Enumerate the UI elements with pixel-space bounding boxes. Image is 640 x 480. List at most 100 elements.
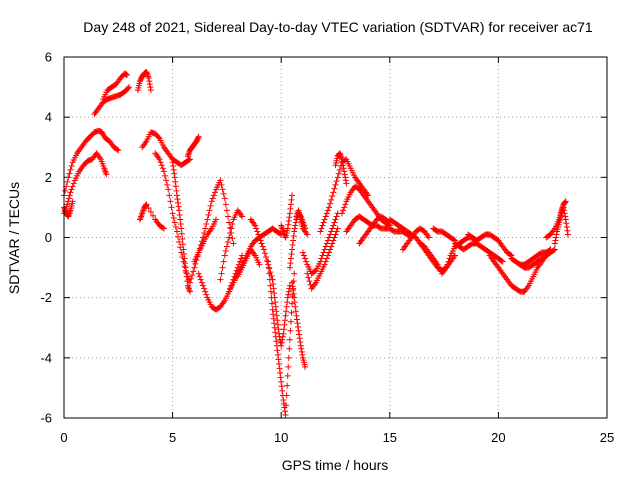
data-point	[197, 242, 204, 249]
data-point	[325, 249, 332, 256]
x-tick-label: 20	[491, 430, 505, 445]
data-point	[291, 294, 298, 301]
series-arc-25	[304, 225, 341, 292]
data-point	[425, 234, 432, 241]
series-arc-24	[299, 210, 341, 277]
data-point	[277, 374, 284, 381]
data-point	[551, 246, 558, 253]
series-arc-10	[184, 133, 202, 160]
data-point	[271, 320, 278, 327]
data-point	[278, 339, 285, 346]
data-point	[222, 248, 229, 255]
data-point	[173, 187, 180, 194]
data-point	[278, 383, 285, 390]
data-point	[340, 165, 347, 172]
data-point	[211, 189, 218, 196]
data-point	[298, 348, 305, 355]
data-point	[304, 231, 311, 238]
data-point	[287, 205, 294, 212]
data-point	[332, 231, 339, 238]
data-point	[289, 283, 296, 290]
data-point	[267, 288, 274, 295]
data-point	[284, 299, 291, 306]
data-point	[283, 308, 290, 315]
x-tick-label: 15	[383, 430, 397, 445]
data-point	[339, 210, 346, 217]
series-arc-29	[343, 213, 415, 241]
data-point	[330, 237, 337, 244]
data-point	[156, 156, 163, 163]
data-point	[561, 210, 568, 217]
data-point	[228, 225, 235, 232]
series-arc-12	[191, 177, 237, 265]
data-point	[323, 210, 330, 217]
plot-frame	[63, 56, 608, 419]
data-point	[176, 211, 183, 218]
data-point	[450, 236, 457, 243]
data-point	[342, 177, 349, 184]
data-point	[298, 345, 305, 352]
data-point	[218, 270, 225, 277]
data-point	[273, 308, 280, 315]
data-point	[166, 192, 173, 199]
data-point	[186, 156, 193, 163]
data-point	[223, 243, 230, 250]
data-point	[282, 312, 289, 319]
series-arc-2	[61, 150, 110, 217]
data-point	[285, 363, 292, 370]
data-point	[161, 172, 168, 179]
data-point	[209, 195, 216, 202]
data-point	[275, 326, 282, 333]
data-point	[328, 196, 335, 203]
data-point	[562, 213, 569, 220]
axis-ticks: 0 5 10 15 20 25 -6 -4 -2 0 2 4 6	[40, 50, 614, 446]
data-point	[288, 251, 295, 258]
data-point	[186, 288, 193, 295]
data-point	[287, 318, 294, 325]
data-point	[224, 239, 231, 246]
data-point	[181, 255, 188, 262]
data-point	[67, 166, 74, 173]
data-point	[171, 174, 178, 181]
data-point	[293, 312, 300, 319]
data-point	[273, 338, 280, 345]
data-point	[270, 315, 277, 322]
data-point	[553, 231, 560, 238]
data-point	[184, 278, 191, 285]
x-axis-label: GPS time / hours	[282, 457, 389, 473]
data-point	[341, 204, 348, 211]
data-point	[145, 205, 152, 212]
series-arc-16	[234, 246, 263, 280]
data-point	[324, 237, 331, 244]
data-point	[560, 204, 567, 211]
data-point	[157, 159, 164, 166]
data-point	[289, 192, 296, 199]
data-point	[176, 239, 183, 246]
data-point	[286, 336, 293, 343]
data-point	[65, 195, 72, 202]
data-point	[285, 291, 292, 298]
data-point	[293, 316, 300, 323]
data-point	[444, 261, 451, 268]
data-point	[188, 275, 195, 282]
series-arc-20	[278, 192, 296, 241]
series-arc-27	[332, 150, 350, 187]
data-point	[322, 213, 329, 220]
data-point	[165, 186, 172, 193]
data-point	[238, 255, 245, 262]
data-point	[68, 186, 75, 193]
data-point	[252, 222, 259, 229]
data-point	[561, 207, 568, 214]
data-point	[280, 396, 287, 403]
data-point	[266, 270, 273, 277]
data-point	[274, 347, 281, 354]
data-point	[330, 222, 337, 229]
data-point	[167, 198, 174, 205]
data-point	[283, 402, 290, 409]
series-arc-1	[61, 127, 122, 199]
data-point	[272, 303, 279, 310]
data-point	[271, 324, 278, 331]
data-point	[285, 221, 292, 228]
data-point	[282, 408, 289, 415]
data-point	[274, 317, 281, 324]
